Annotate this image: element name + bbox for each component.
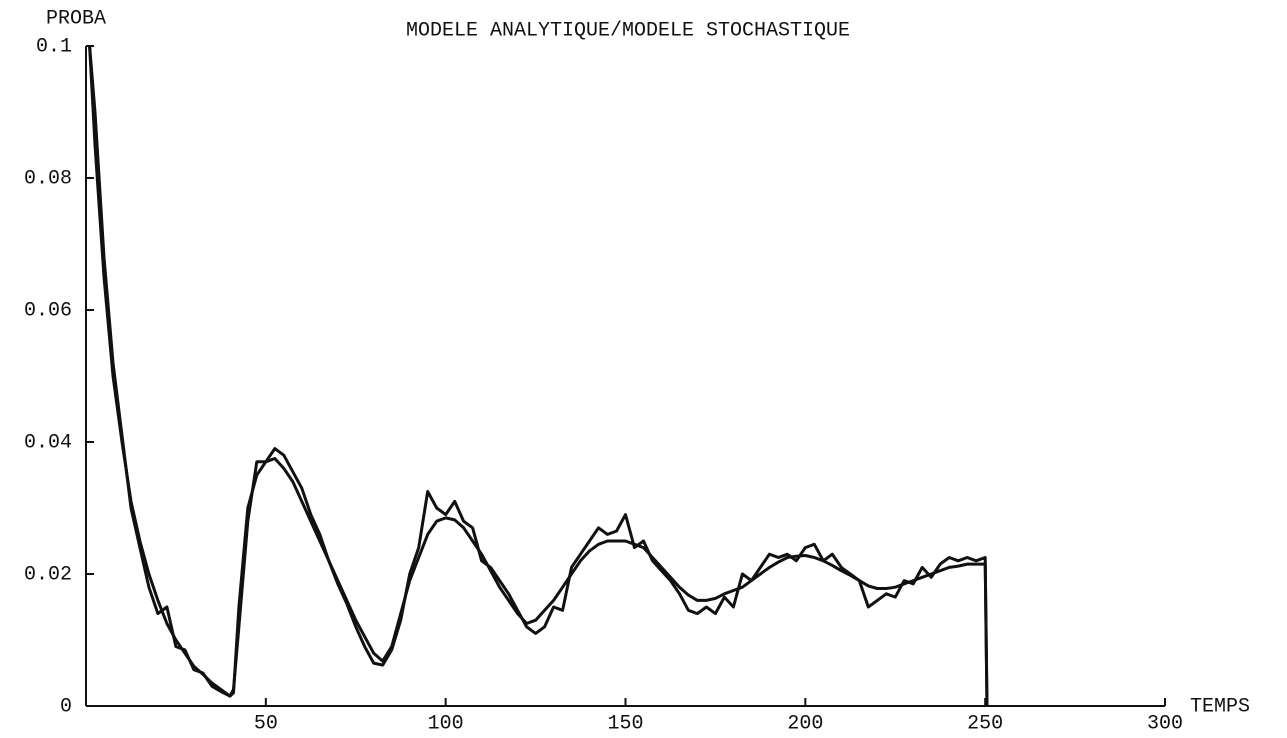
y-tick-label: 0.06: [24, 299, 72, 322]
x-tick-label: 300: [1147, 712, 1183, 735]
x-tick-label: 50: [254, 712, 278, 735]
y-tick-label: 0.08: [24, 167, 72, 190]
y-tick-label: 0.02: [24, 563, 72, 586]
chart-title: MODELE ANALYTIQUE/MODELE STOCHASTIQUE: [406, 19, 850, 42]
series-line: [88, 45, 989, 707]
y-tick-label: 0: [60, 695, 72, 718]
x-tick-label: 250: [967, 712, 1003, 735]
y-tick-label: 0.1: [36, 35, 72, 58]
x-tick-label: 150: [607, 712, 643, 735]
y-axis-label: PROBA: [46, 7, 106, 30]
series-line: [88, 45, 989, 707]
x-tick-label: 200: [787, 712, 823, 735]
x-axis-label: TEMPS: [1190, 695, 1250, 718]
x-tick-label: 100: [428, 712, 464, 735]
y-tick-label: 0.04: [24, 431, 72, 454]
